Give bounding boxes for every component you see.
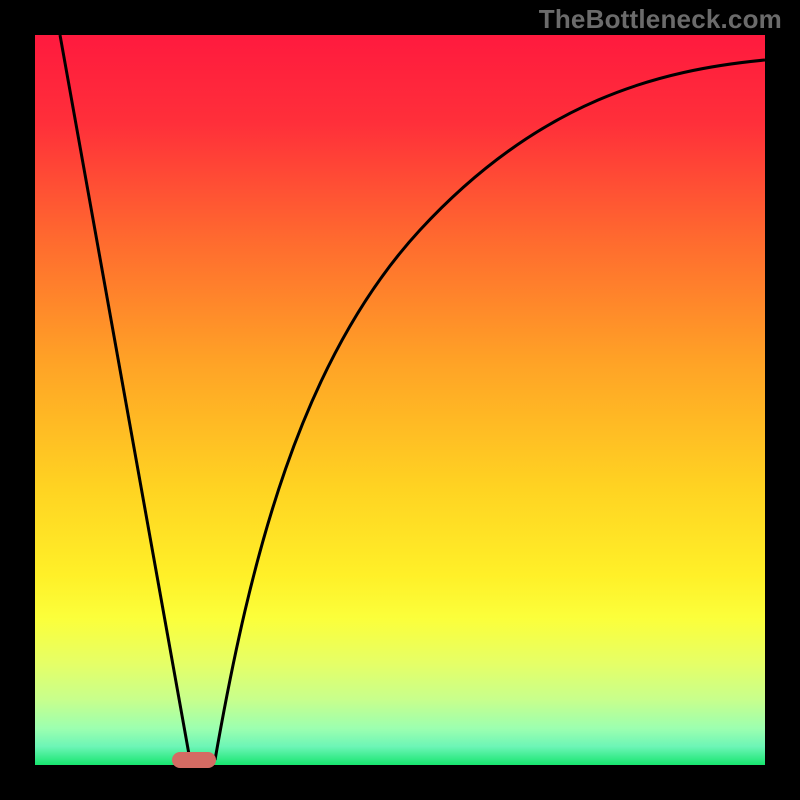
curve-left-leg (60, 35, 190, 760)
curve-right-leg (215, 60, 765, 760)
curve-layer (0, 0, 800, 800)
optimum-marker (172, 752, 216, 768)
watermark-text: TheBottleneck.com (539, 4, 782, 35)
